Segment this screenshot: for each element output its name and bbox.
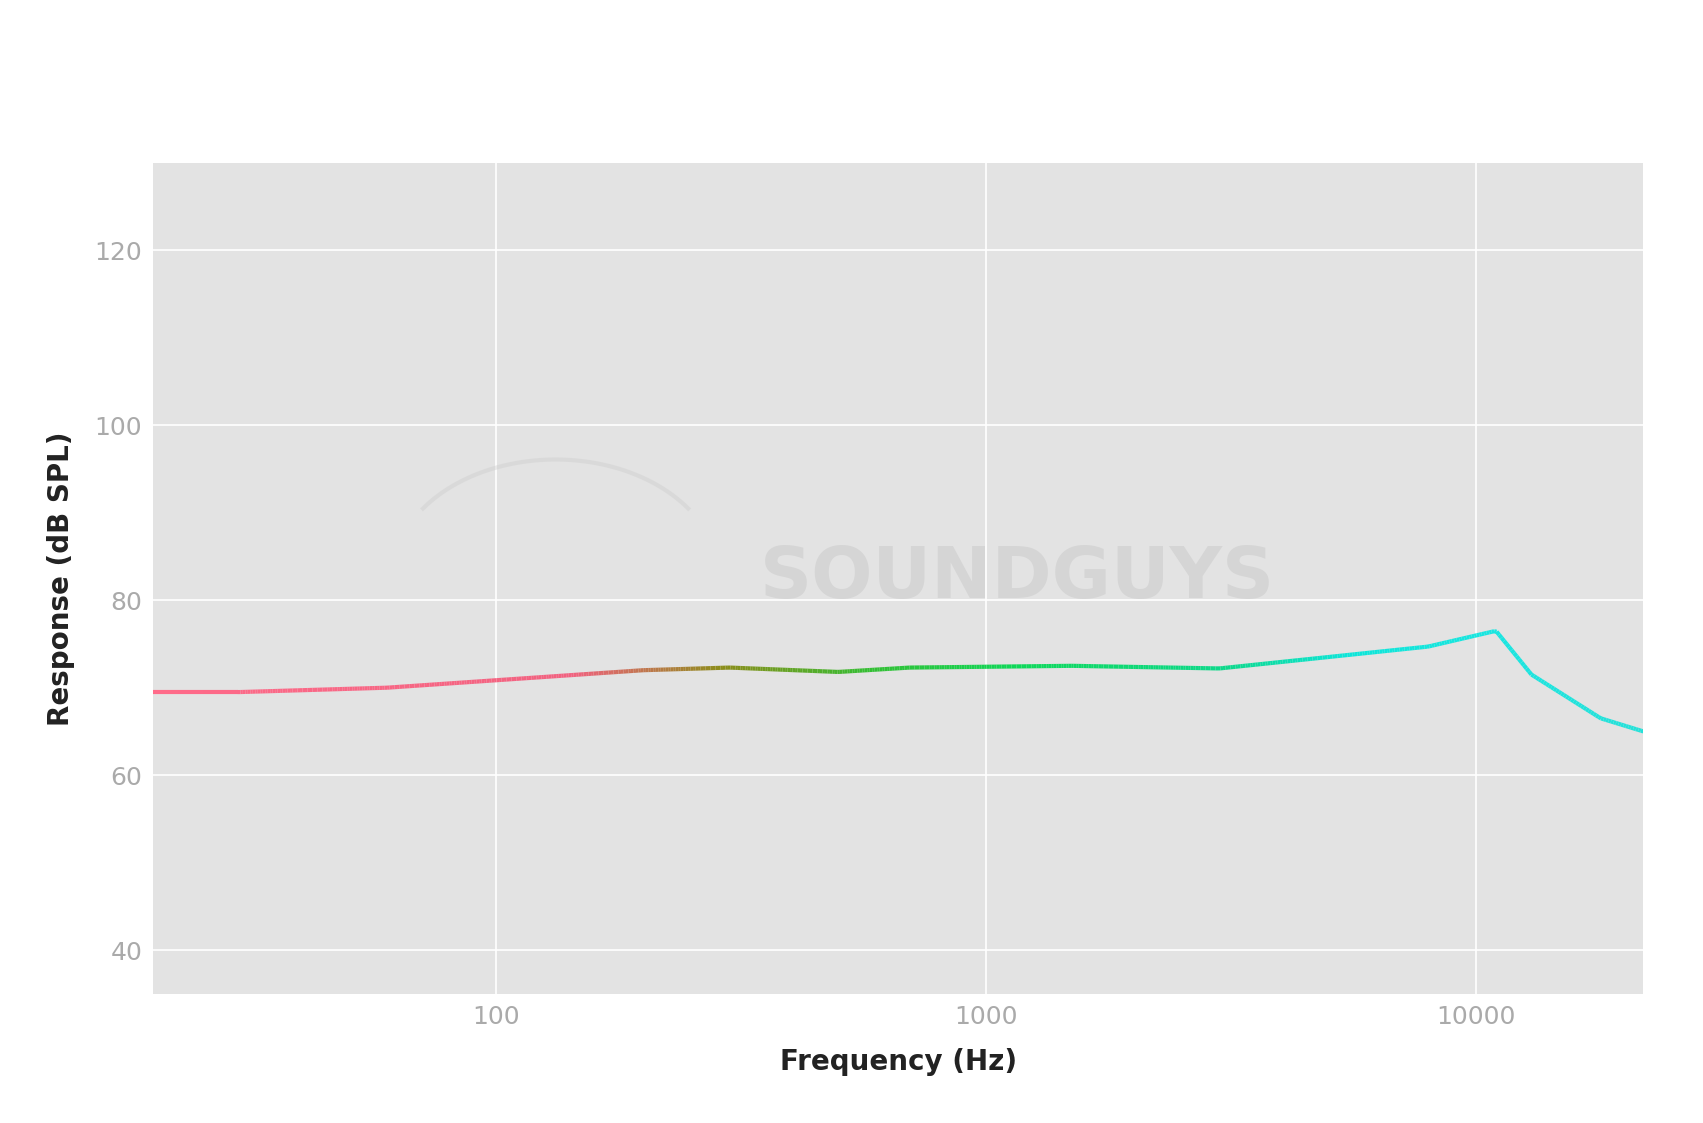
Text: SOUNDGUYS: SOUNDGUYS xyxy=(760,544,1276,613)
Y-axis label: Response (dB SPL): Response (dB SPL) xyxy=(48,431,75,725)
X-axis label: Frequency (Hz): Frequency (Hz) xyxy=(780,1049,1017,1077)
Text: Rowkin Ascent Charge+ Frequency Response: Rowkin Ascent Charge+ Frequency Response xyxy=(322,40,1381,82)
